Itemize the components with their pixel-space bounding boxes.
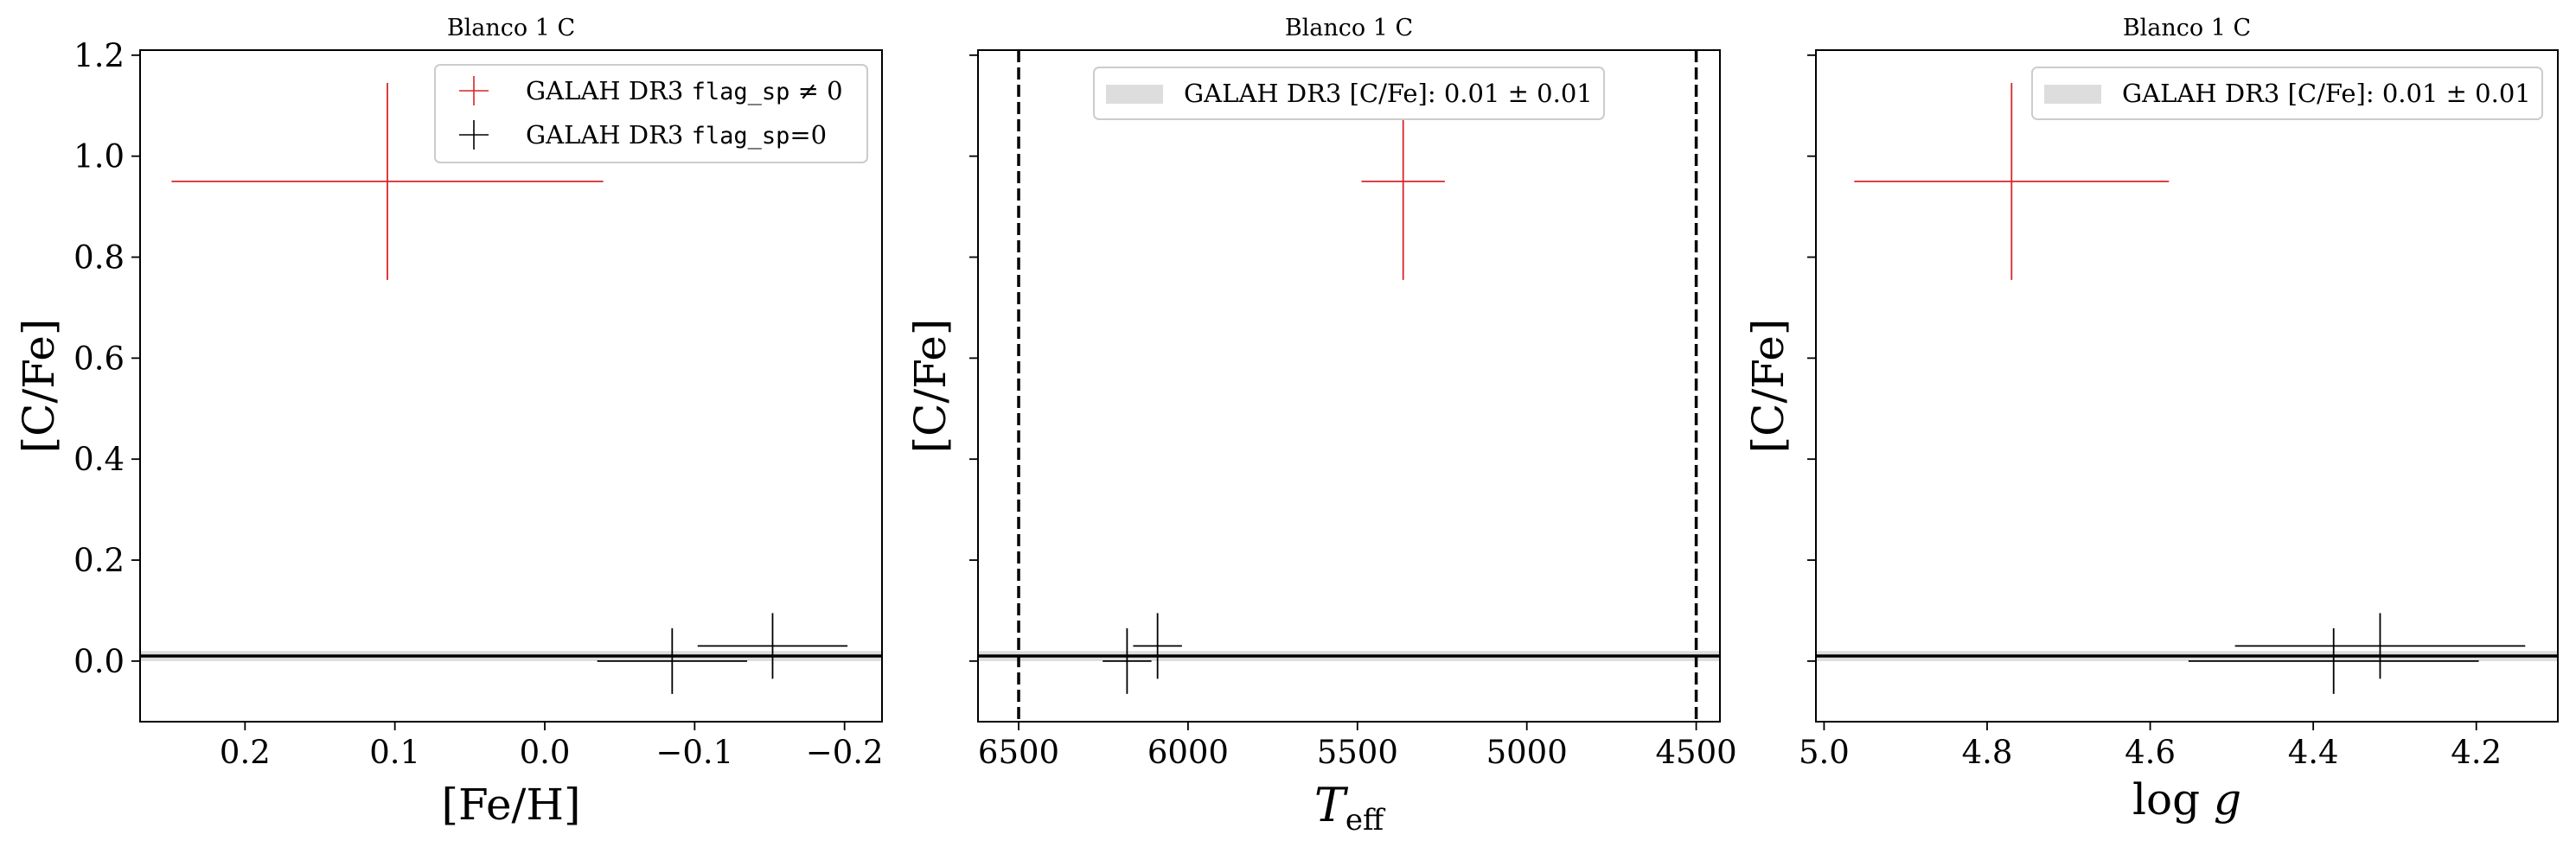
axes-frame <box>1815 49 2559 723</box>
x-tick-label: 0.2 <box>220 734 271 771</box>
plot-area <box>140 82 882 694</box>
y-tick-label: 1.2 <box>74 37 125 74</box>
data-point-s2-2 <box>1133 613 1182 679</box>
chart-title: Blanco 1 C <box>447 15 575 41</box>
data-point-s1-1 <box>1854 82 2170 280</box>
x-tick-label: 4.8 <box>1962 734 2013 771</box>
legend-label-1: GALAH DR3 [C/Fe]: 0.01 ± 0.01 <box>2122 79 2531 108</box>
data-point-s2-1 <box>597 627 747 694</box>
legend-box <box>434 64 868 163</box>
y-axis-label: [C/Fe] <box>905 319 956 454</box>
x-tick-label: 0.0 <box>520 734 571 771</box>
x-tick-label: −0.1 <box>655 734 733 771</box>
legend-label-2: GALAH DR3 flag_sp=0 <box>526 120 827 150</box>
data-point-s2-1 <box>1103 627 1152 694</box>
y-axis-label: [C/Fe] <box>1743 319 1793 454</box>
data-point-s2-2 <box>2234 613 2526 679</box>
axes-frame <box>139 49 883 723</box>
x-tick-label: 4.2 <box>2451 734 2502 771</box>
x-tick-label: 0.1 <box>369 734 420 771</box>
x-tick-label: 4500 <box>1655 734 1736 771</box>
legend-box <box>2031 67 2543 120</box>
chart-title: Blanco 1 C <box>1285 15 1413 41</box>
y-tick-label: 0.2 <box>74 542 125 579</box>
panel-2: 6500 6000 5500 5000 4500 Blanco 1 C Teff [C/Fe]… <box>905 15 1737 837</box>
legend-marker-2 <box>459 120 489 150</box>
legend-box <box>1093 67 1605 120</box>
x-tick-label: 6500 <box>978 734 1059 771</box>
x-tick-label: 4.6 <box>2125 734 2176 771</box>
chart-title: Blanco 1 C <box>2123 15 2251 41</box>
legend: GALAH DR3 [C/Fe]: 0.01 ± 0.01 <box>2031 67 2543 120</box>
x-tick-label: 5500 <box>1317 734 1398 771</box>
legend-label-1: GALAH DR3 [C/Fe]: 0.01 ± 0.01 <box>1184 79 1593 108</box>
x-tick-label: 5.0 <box>1799 734 1850 771</box>
x-tick-label: 6000 <box>1147 734 1229 771</box>
y-tick-label: 0.0 <box>74 643 125 680</box>
data-point-s2-2 <box>697 613 848 679</box>
legend-band-swatch <box>2044 85 2101 104</box>
x-tick-label: −0.2 <box>806 734 884 771</box>
data-point-s2-1 <box>2188 627 2479 694</box>
y-tick-label: 0.8 <box>74 239 125 277</box>
x-axis-label: log g <box>2132 774 2241 825</box>
y-tick-label: 0.6 <box>74 340 125 377</box>
legend-band-swatch <box>1106 85 1163 104</box>
plot-area <box>1816 82 2558 694</box>
y-tick-label: 1.0 <box>74 138 125 175</box>
x-tick-label: 5000 <box>1486 734 1568 771</box>
legend-label-1: GALAH DR3 flag_sp ≠ 0 <box>526 76 843 105</box>
panel-3: 5.0 4.8 4.6 4.4 4.2 Blanco 1 C log g [C/Fe] GALA… <box>1743 15 2559 825</box>
panel-1: 0.2 0.1 0.0 −0.1 −0.2 0.0 0.2 0.4 0.6 0.8 1.0 1.2 Bl… <box>14 15 884 830</box>
legend: GALAH DR3 flag_sp ≠ 0 GALAH DR3 flag_sp=0 <box>434 64 868 163</box>
x-tick-label: 4.4 <box>2288 734 2339 771</box>
x-axis-label: [Fe/H] <box>441 780 580 830</box>
y-tick-label: 0.4 <box>74 441 125 478</box>
legend: GALAH DR3 [C/Fe]: 0.01 ± 0.01 <box>1093 67 1605 120</box>
legend-marker-1 <box>459 76 489 105</box>
axes-frame <box>977 49 1721 723</box>
x-axis-label: Teff <box>1314 778 1386 837</box>
plot-area <box>978 50 1720 722</box>
y-axis-label: [C/Fe] <box>14 319 64 454</box>
data-point-s1-1 <box>171 82 604 280</box>
